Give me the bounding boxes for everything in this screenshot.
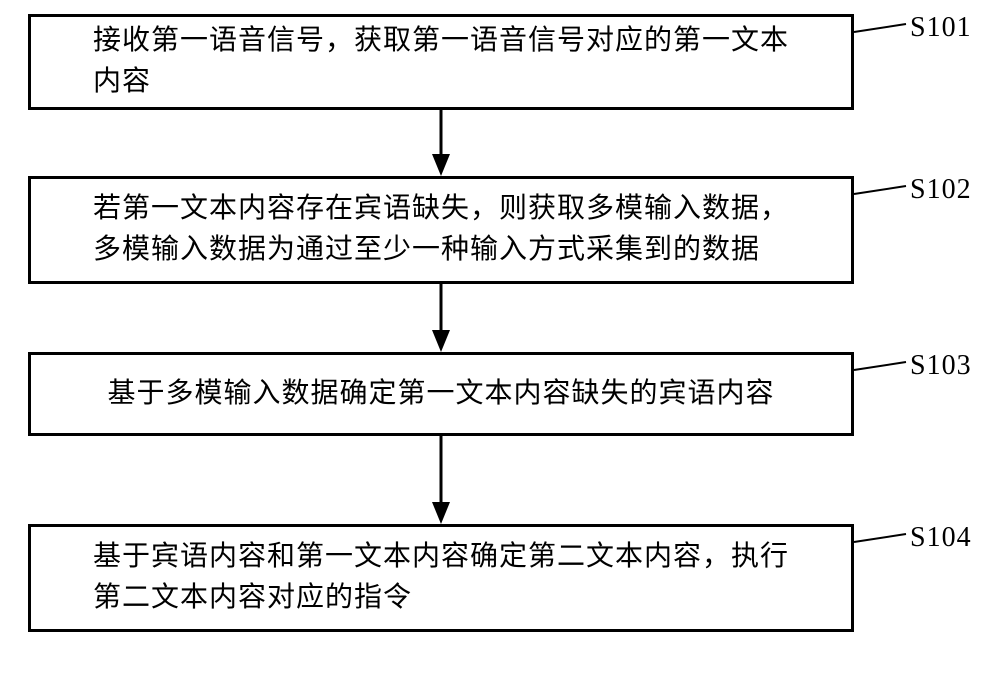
flowchart-canvas: 接收第一语音信号，获取第一语音信号对应的第一文本 内容若第一文本内容存在宾语缺失… xyxy=(0,0,1000,682)
flow-arrow xyxy=(0,0,1000,682)
